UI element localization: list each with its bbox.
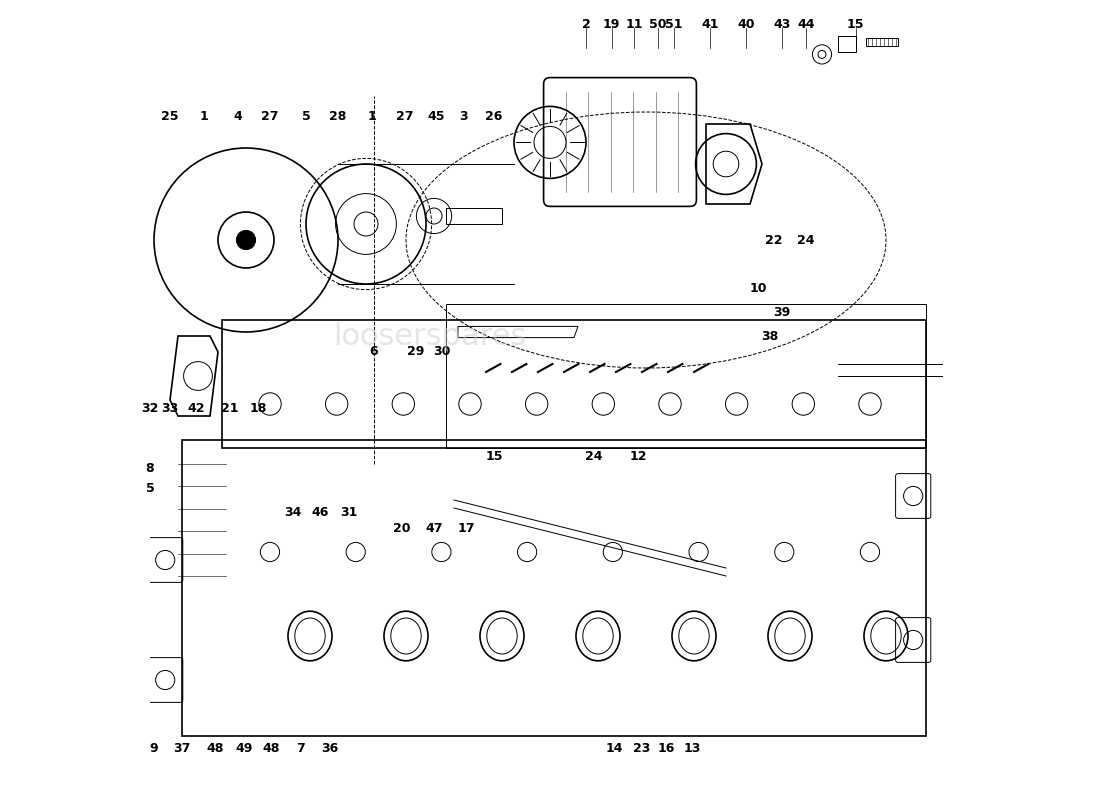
Text: 15: 15 [847, 18, 865, 30]
Text: 15: 15 [485, 450, 503, 462]
Text: 24: 24 [585, 450, 603, 462]
Text: 48: 48 [207, 742, 224, 754]
Text: 19: 19 [603, 18, 620, 30]
Text: 3: 3 [460, 110, 467, 122]
Text: 42: 42 [188, 402, 205, 414]
Text: looserspares: looserspares [333, 322, 527, 350]
Text: 31: 31 [340, 506, 358, 518]
Text: 23: 23 [634, 742, 651, 754]
Text: 34: 34 [284, 506, 301, 518]
Text: 24: 24 [798, 234, 815, 246]
Text: 29: 29 [407, 346, 425, 358]
Text: 43: 43 [773, 18, 791, 30]
Text: 51: 51 [666, 18, 683, 30]
Text: 33: 33 [162, 402, 178, 414]
Text: 14: 14 [605, 742, 623, 754]
Text: 39: 39 [773, 306, 791, 318]
Text: 8: 8 [145, 462, 154, 474]
Text: 13: 13 [684, 742, 701, 754]
Text: 11: 11 [625, 18, 642, 30]
Text: 21: 21 [221, 402, 239, 414]
Text: 1: 1 [200, 110, 209, 122]
Text: 26: 26 [485, 110, 503, 122]
Text: 17: 17 [458, 522, 475, 534]
Text: 27: 27 [396, 110, 414, 122]
Text: 5: 5 [301, 110, 310, 122]
Text: 49: 49 [235, 742, 253, 754]
Text: 1: 1 [368, 110, 377, 122]
Text: 44: 44 [798, 18, 815, 30]
Text: 41: 41 [702, 18, 718, 30]
Text: 12: 12 [629, 450, 647, 462]
Text: 2: 2 [582, 18, 591, 30]
Text: 28: 28 [329, 110, 346, 122]
Text: 7: 7 [296, 742, 305, 754]
Text: 6: 6 [370, 346, 378, 358]
Text: 4: 4 [233, 110, 242, 122]
Text: 27: 27 [262, 110, 278, 122]
Text: 9: 9 [150, 742, 158, 754]
Text: 45: 45 [428, 110, 446, 122]
Text: 16: 16 [658, 742, 674, 754]
Text: 25: 25 [162, 110, 178, 122]
Text: 47: 47 [426, 522, 442, 534]
Text: 20: 20 [394, 522, 410, 534]
Text: 5: 5 [145, 482, 154, 494]
Text: 37: 37 [174, 742, 190, 754]
Text: 40: 40 [737, 18, 755, 30]
Text: 30: 30 [433, 346, 451, 358]
Text: 18: 18 [250, 402, 266, 414]
Text: 32: 32 [141, 402, 158, 414]
Text: 48: 48 [263, 742, 280, 754]
Text: 36: 36 [321, 742, 339, 754]
Text: 10: 10 [749, 282, 767, 294]
Circle shape [236, 230, 255, 250]
Text: 46: 46 [311, 506, 329, 518]
Text: 38: 38 [761, 330, 779, 342]
Text: 50: 50 [649, 18, 667, 30]
Text: 22: 22 [766, 234, 783, 246]
